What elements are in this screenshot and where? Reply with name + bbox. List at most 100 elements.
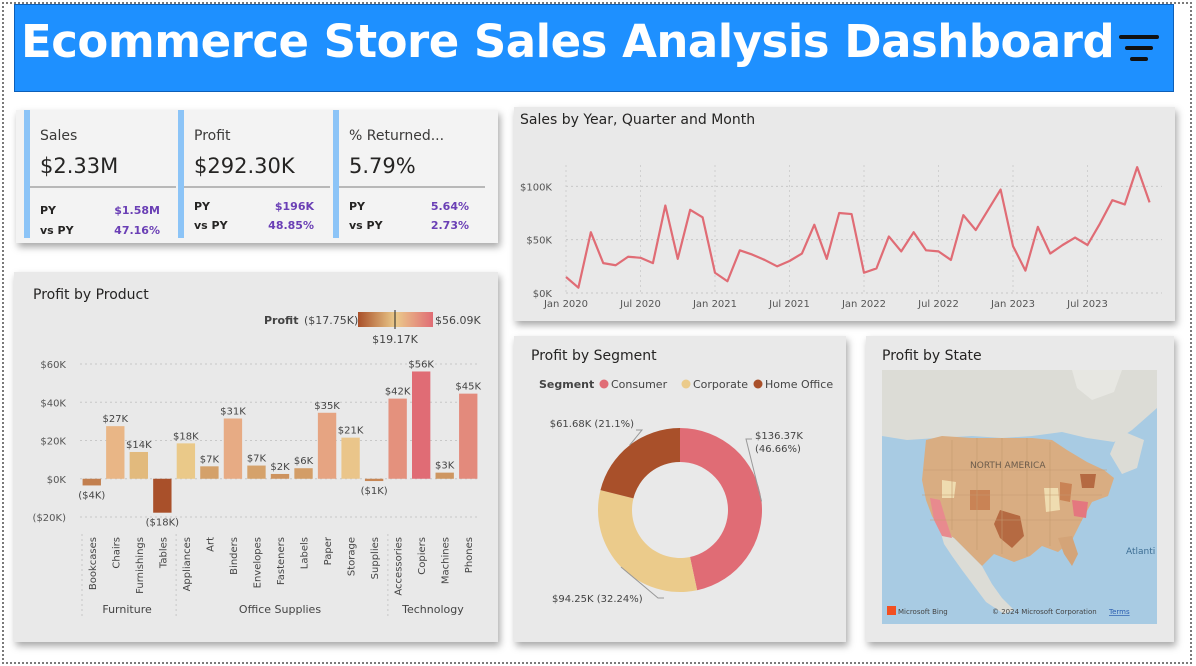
category-tick-label: Labels: [300, 537, 311, 569]
group-label: Office Supplies: [239, 603, 321, 616]
kpi-vs-label: vs PY: [194, 219, 228, 232]
slice-leader-line: [745, 438, 763, 502]
bar-data-label: $42K: [385, 387, 411, 398]
bar-bookcases[interactable]: [82, 478, 101, 486]
y-tick-label: $50K: [526, 236, 552, 247]
kpi-panel: Sales $2.33M PY $1.58M vs PY 47.16% Profit…: [16, 110, 498, 243]
slice-data-label: $61.68K (21.1%): [550, 419, 634, 430]
y-tick-label: $40K: [40, 398, 66, 409]
profit-state-map[interactable]: NORTH AMERICA Atlanti Microsoft Bing © 2…: [882, 370, 1157, 624]
kpi-vs-row: vs PY 2.73%: [349, 219, 469, 232]
profit-product-chart[interactable]: Profit ($17.75K) $56.09K $19.17K ($20K) $…: [14, 272, 498, 642]
hamburger-filter-icon[interactable]: [1117, 33, 1165, 73]
x-tick-label: Jul 2022: [917, 299, 959, 310]
bar-art[interactable]: [200, 466, 219, 479]
slice-home-office[interactable]: [600, 428, 680, 499]
map-brand-label: Microsoft Bing: [898, 608, 948, 616]
x-tick-label: Jan 2021: [692, 299, 737, 310]
bar-tables[interactable]: [153, 478, 172, 513]
kpi-card-returned[interactable]: % Returned... 5.79% PY 5.64% vs PY 2.73%: [333, 110, 485, 238]
legend-title: Segment: [539, 378, 594, 391]
bar-data-label: $21K: [338, 426, 364, 437]
kpi-value: 5.79%: [349, 154, 416, 178]
bar-supplies[interactable]: [364, 478, 384, 482]
panel-title: Profit by State: [882, 348, 982, 364]
bar-data-label: $56K: [408, 359, 434, 370]
kpi-card-profit[interactable]: Profit $292.30K PY $196K vs PY 48.85%: [178, 110, 330, 238]
map-ocean-label: Atlanti: [1126, 547, 1155, 557]
sales-line-chart[interactable]: $0K $50K $100K Jan 2020 Jul 2020 Jan 2021 Jul …: [514, 107, 1175, 321]
bar-data-label: ($18K): [146, 518, 180, 529]
bar-machines[interactable]: [435, 472, 454, 479]
kpi-card-sales[interactable]: Sales $2.33M PY $1.58M vs PY 47.16%: [24, 110, 176, 238]
bar-data-label: ($1K): [361, 486, 388, 497]
bar-fasteners[interactable]: [270, 473, 290, 479]
category-tick-label: Paper: [323, 536, 334, 565]
bar-data-label: $7K: [247, 454, 267, 465]
slice-data-label: $136.37K: [755, 431, 803, 442]
slice-corporate[interactable]: [598, 490, 698, 592]
category-tick-label: Accessories: [394, 537, 405, 596]
group-label: Furniture: [102, 603, 152, 616]
bar-envelopes[interactable]: [247, 465, 266, 479]
bar-storage[interactable]: [341, 437, 360, 479]
state-map-panel: Profit by State NORTH AMERICA Atlanti Mi…: [866, 336, 1174, 642]
slice-consumer[interactable]: [680, 428, 762, 591]
kpi-divider: [184, 186, 330, 188]
panel-title: Sales by Year, Quarter and Month: [520, 112, 756, 128]
x-tick-label: Jul 2020: [619, 299, 661, 310]
kpi-vs-row: vs PY 48.85%: [194, 219, 314, 232]
legend-item-home-office[interactable]: Home Office: [765, 378, 833, 391]
x-tick-label: Jul 2023: [1066, 299, 1108, 310]
profit-segment-chart[interactable]: Segment Consumer Corporate Home Office $136.…: [514, 336, 846, 642]
bar-paper[interactable]: [317, 412, 337, 479]
bar-copiers[interactable]: [412, 371, 431, 479]
category-tick-label: Tables: [158, 537, 169, 569]
x-tick-label: Jan 2020: [543, 299, 588, 310]
dashboard-title: Ecommerce Store Sales Analysis Dashboard: [21, 15, 1115, 68]
legend-min-label: ($17.75K): [304, 314, 358, 327]
slice-data-label: $94.25K (32.24%): [552, 594, 643, 605]
panel-title: Profit by Product: [33, 287, 149, 303]
bar-chairs[interactable]: [106, 426, 125, 479]
category-tick-label: Storage: [347, 537, 358, 576]
bar-furnishings[interactable]: [129, 451, 148, 479]
legend-marker-consumer: [599, 379, 609, 389]
category-tick-label: Furnishings: [135, 537, 146, 594]
y-tick-label: $20K: [40, 437, 66, 448]
bar-binders[interactable]: [223, 418, 243, 479]
kpi-divider: [339, 186, 485, 188]
kpi-py-label: PY: [194, 200, 211, 213]
bar-labels[interactable]: [294, 468, 313, 479]
sales-series-line[interactable]: [565, 166, 1151, 289]
segment-donut-panel: Profit by Segment Segment Consumer Corpora…: [514, 336, 846, 642]
kpi-py-label: PY: [40, 204, 57, 217]
sales-line-panel: Sales by Year, Quarter and Month $0K $50K…: [514, 107, 1175, 321]
y-tick-label: $100K: [520, 182, 552, 193]
category-tick-label: Supplies: [370, 537, 381, 579]
product-bar-panel: Profit by Product Profit ($17.75K) $56.0…: [14, 272, 498, 642]
bar-data-label: $3K: [435, 461, 455, 472]
kpi-label: % Returned...: [349, 128, 445, 144]
kpi-vs-value: 48.85%: [268, 219, 314, 232]
map-terms-link[interactable]: Terms: [1108, 608, 1130, 616]
bar-data-label: $14K: [126, 440, 152, 451]
kpi-label: Profit: [194, 128, 231, 144]
kpi-py-row: PY $196K: [194, 200, 314, 213]
legend-item-consumer[interactable]: Consumer: [611, 378, 668, 391]
bar-data-label: $6K: [294, 456, 314, 467]
legend-item-corporate[interactable]: Corporate: [693, 378, 748, 391]
bar-accessories[interactable]: [388, 398, 407, 479]
kpi-py-row: PY $1.58M: [40, 204, 160, 217]
y-tick-label: $0K: [533, 289, 553, 300]
bar-data-label: $18K: [173, 431, 199, 442]
bing-logo-icon: [887, 606, 896, 615]
bar-appliances[interactable]: [176, 443, 196, 479]
legend-marker-corporate: [681, 379, 691, 389]
slice-leader-line: [620, 566, 664, 599]
bar-data-label: $2K: [270, 462, 290, 473]
legend-mid-label: $19.17K: [372, 333, 418, 346]
bar-phones[interactable]: [459, 393, 478, 479]
category-tick-label: Appliances: [182, 537, 193, 591]
kpi-vs-label: vs PY: [349, 219, 383, 232]
